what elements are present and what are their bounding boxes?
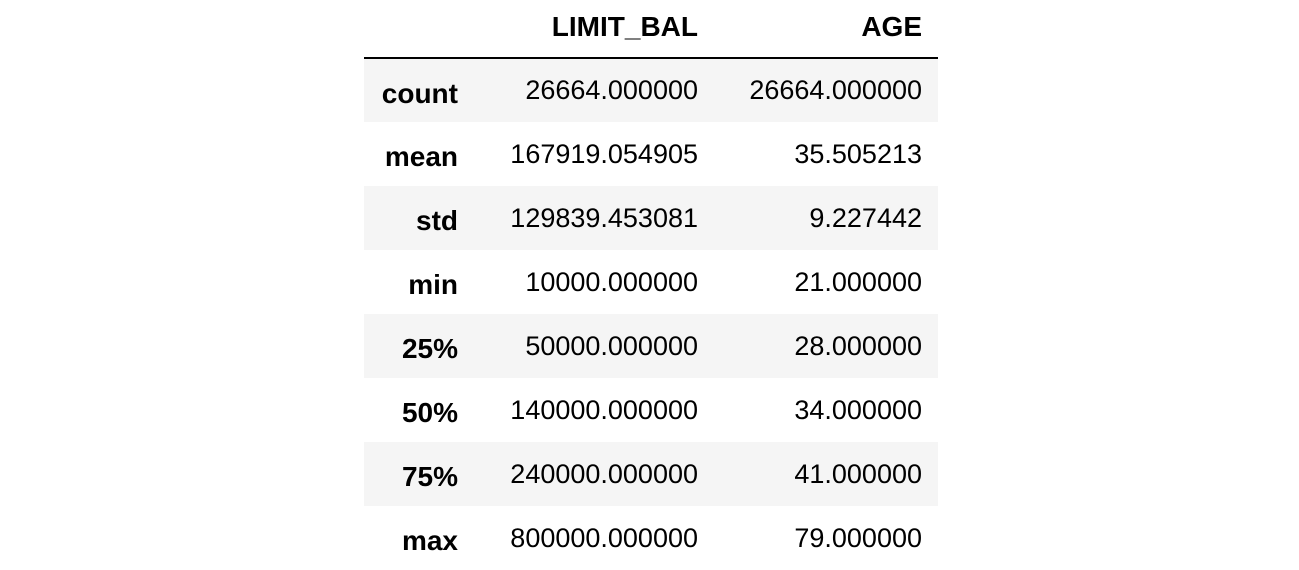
- cell-age: 34.000000: [794, 394, 922, 425]
- table-row: 25% 50000.000000 28.000000: [364, 314, 938, 378]
- table-row: mean 167919.054905 35.505213: [364, 122, 938, 186]
- cell-age: 79.000000: [794, 522, 922, 553]
- header-limit-bal: LIMIT_BAL: [474, 0, 714, 59]
- cell-age: 28.000000: [794, 330, 922, 361]
- row-label: 50%: [401, 397, 458, 428]
- table-body: count 26664.000000 26664.000000 mean 167…: [364, 58, 938, 570]
- cell-limit-bal: 167919.054905: [510, 138, 698, 169]
- row-label: std: [416, 205, 458, 236]
- header-age: AGE: [714, 0, 938, 59]
- describe-table-container: LIMIT_BAL AGE count 26664.000000 26664.0…: [364, 0, 938, 570]
- cell-age: 35.505213: [794, 138, 922, 169]
- cell-limit-bal: 10000.000000: [525, 266, 698, 297]
- cell-limit-bal: 140000.000000: [510, 394, 698, 425]
- table-row: max 800000.000000 79.000000: [364, 506, 938, 570]
- row-label: 25%: [401, 333, 458, 364]
- cell-age: 21.000000: [794, 266, 922, 297]
- cell-limit-bal: 26664.000000: [525, 75, 698, 105]
- cell-age: 26664.000000: [749, 75, 922, 105]
- cell-limit-bal: 240000.000000: [510, 458, 698, 489]
- cell-age: 41.000000: [794, 458, 922, 489]
- row-label: min: [408, 269, 458, 300]
- cell-limit-bal: 129839.453081: [510, 202, 698, 233]
- row-label: max: [401, 525, 458, 556]
- table-row: min 10000.000000 21.000000: [364, 250, 938, 314]
- table-row: 50% 140000.000000 34.000000: [364, 378, 938, 442]
- table-row: std 129839.453081 9.227442: [364, 186, 938, 250]
- table-row: count 26664.000000 26664.000000: [364, 58, 938, 122]
- cell-age: 9.227442: [809, 202, 922, 233]
- table-row: 75% 240000.000000 41.000000: [364, 442, 938, 506]
- describe-dataframe-table: LIMIT_BAL AGE count 26664.000000 26664.0…: [364, 0, 938, 570]
- row-label: count: [381, 77, 458, 109]
- table-header: LIMIT_BAL AGE: [364, 0, 938, 59]
- header-row: LIMIT_BAL AGE: [364, 0, 938, 59]
- cell-limit-bal: 50000.000000: [525, 330, 698, 361]
- cell-limit-bal: 800000.000000: [510, 522, 698, 553]
- row-label: mean: [384, 141, 458, 172]
- header-index-corner: [364, 0, 474, 59]
- row-label: 75%: [401, 461, 458, 492]
